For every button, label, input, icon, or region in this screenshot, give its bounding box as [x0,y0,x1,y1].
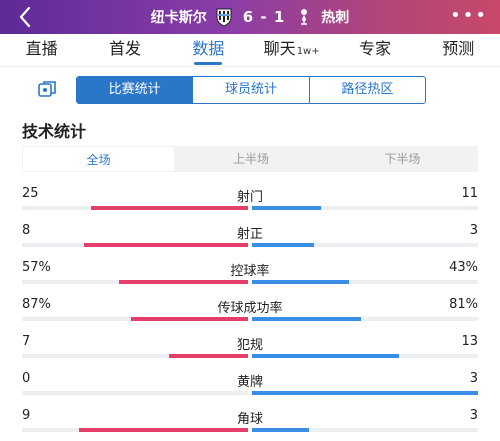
stat-row: 0 黄牌 3 [22,367,478,404]
stats-subtabs: 比赛统计 球员统计 路径热区 [76,76,426,104]
tab-label: 首发 [108,39,141,58]
scoreline: 6 - 1 [243,8,286,26]
tottenham-crest-icon[interactable] [295,7,313,27]
home-stat-track [22,391,248,395]
home-stat-track [22,428,248,432]
tab-lineup[interactable]: 首发 [83,34,166,66]
stat-row: 8 射正 3 [22,219,478,256]
stat-label: 犯规 [236,338,263,353]
stats-subnav: 比赛统计 球员统计 路径热区 [0,74,500,104]
stat-label: 角球 [236,412,263,427]
away-stat-value: 43% [449,260,478,275]
away-stat-track [252,317,478,321]
home-stat-bar [83,243,248,247]
away-stat-bar [252,428,309,432]
tab-label: 预测 [442,39,475,58]
more-options-icon[interactable]: ••• [450,5,488,26]
home-stat-value: 7 [22,334,31,349]
home-score: 6 [242,8,255,26]
away-team-name[interactable]: 热刺 [321,10,350,26]
away-stat-value: 3 [469,223,478,238]
stat-label: 控球率 [230,264,270,279]
share-card-icon[interactable] [36,78,58,100]
tab-experts[interactable]: 专家 [333,34,416,66]
away-stat-track [252,280,478,284]
away-stat-track [252,206,478,210]
stat-label: 传球成功率 [217,301,283,316]
tab-label: 专家 [358,39,391,58]
away-stat-value: 81% [449,297,478,312]
stat-label: 射正 [236,227,263,242]
back-arrow-icon[interactable] [16,5,36,29]
away-stat-bar [252,317,361,321]
home-stat-bar [168,354,248,358]
stats-list: 25 射门 11 8 射正 3 57% 控球率 43% 87% 传球成功率 81% 7 犯规 13 0 黄牌 3 9… [22,182,478,441]
stat-row: 7 犯规 13 [22,330,478,367]
home-stat-value: 9 [22,408,31,423]
away-stat-track [252,428,478,432]
home-team-name[interactable]: 纽卡斯尔 [150,10,207,26]
away-stat-track [252,243,478,247]
stat-label: 射门 [236,190,263,205]
away-stat-value: 13 [461,334,478,349]
tab-label: 直播 [25,39,58,58]
tab-live[interactable]: 直播 [0,34,83,66]
main-tabs: 直播 首发 数据 聊天1w+ 专家 预测 [0,34,500,67]
stat-row: 57% 控球率 43% [22,256,478,293]
away-stat-track [252,391,478,395]
away-stat-bar [252,280,350,284]
home-stat-value: 25 [22,186,39,201]
subtab-player-stats[interactable]: 球员统计 [192,77,308,103]
home-stat-track [22,206,248,210]
period-full-match[interactable]: 全场 [22,146,176,172]
match-header: 纽卡斯尔 6 - 1 热刺 ••• [0,0,500,34]
tab-data[interactable]: 数据 [167,34,250,66]
away-stat-value: 3 [469,408,478,423]
away-score: 1 [273,8,286,26]
home-stat-bar [119,280,248,284]
home-stat-value: 8 [22,223,31,238]
away-stat-value: 11 [461,186,478,201]
tab-label: 数据 [192,39,225,58]
chat-count-badge: 1w+ [296,46,320,57]
home-stat-bar [130,317,248,321]
home-stat-track [22,317,248,321]
stat-label: 黄牌 [236,375,263,390]
home-stat-track [22,243,248,247]
home-stat-track [22,280,248,284]
subtab-match-stats[interactable]: 比赛统计 [77,77,193,103]
away-stat-value: 3 [469,371,478,386]
match-scoreline: 纽卡斯尔 6 - 1 热刺 [0,0,500,34]
tab-chat[interactable]: 聊天1w+ [250,34,333,66]
stat-row: 87% 传球成功率 81% [22,293,478,330]
home-stat-bar [91,206,248,210]
stat-row: 9 角球 3 [22,404,478,441]
tab-prediction[interactable]: 预测 [417,34,500,66]
home-stat-track [22,354,248,358]
away-stat-bar [252,354,399,358]
subtab-heatmap[interactable]: 路径热区 [308,77,425,103]
tab-label: 聊天 [263,39,296,58]
newcastle-crest-icon[interactable] [215,7,233,27]
home-stat-bar [78,428,248,432]
period-selector: 全场 上半场 下半场 [22,146,478,172]
away-stat-bar [252,206,322,210]
score-separator: - [260,8,268,26]
home-stat-value: 57% [22,260,51,275]
away-stat-bar [252,243,314,247]
period-first-half[interactable]: 上半场 [232,152,269,166]
away-stat-track [252,354,478,358]
period-second-half[interactable]: 下半场 [384,152,421,166]
stat-row: 25 射门 11 [22,182,478,219]
away-stat-bar [252,391,478,395]
section-title: 技术统计 [22,122,87,141]
home-stat-value: 87% [22,297,51,312]
home-stat-value: 0 [22,371,31,386]
